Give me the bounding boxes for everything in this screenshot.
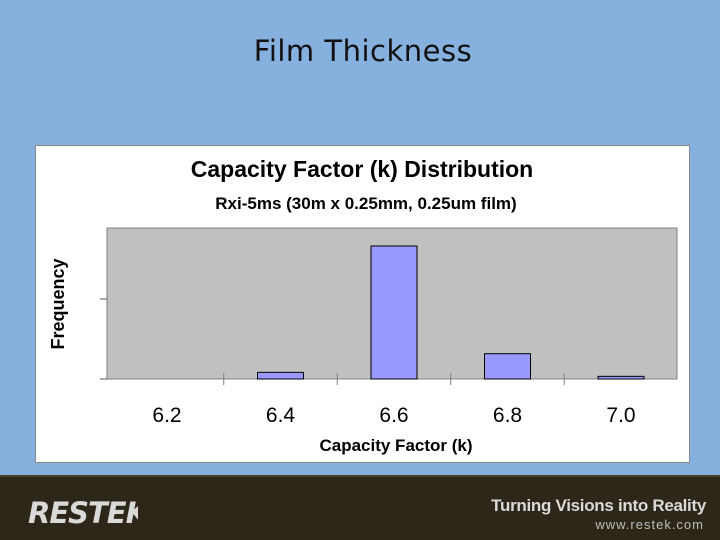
restek-logo: RESTEK <box>28 497 138 527</box>
bar-7.0 <box>597 375 645 380</box>
bar-6.6 <box>370 245 418 380</box>
chart-subtitle: Rxi-5ms (30m x 0.25mm, 0.25um film) <box>215 194 516 213</box>
footer-url: www.restek.com <box>595 517 704 532</box>
x-tick-label: 7.0 <box>606 404 635 427</box>
footer-divider <box>0 475 720 477</box>
bar-6.4 <box>257 371 304 380</box>
x-tick-label: 6.8 <box>493 404 522 427</box>
chart-title: Capacity Factor (k) Distribution <box>191 156 533 182</box>
y-axis-label: Frequency <box>48 258 68 349</box>
svg-text:RESTEK: RESTEK <box>28 497 138 527</box>
chart-panel: Capacity Factor (k) Distribution Rxi-5ms… <box>35 145 690 463</box>
footer-bar: RESTEK Turning Visions into Reality www.… <box>0 475 720 540</box>
x-tick-label: 6.4 <box>266 404 296 427</box>
chart-svg: Capacity Factor (k) Distribution Rxi-5ms… <box>48 156 678 455</box>
x-axis-label: Capacity Factor (k) <box>319 436 472 455</box>
x-tick-label: 6.6 <box>379 404 408 427</box>
bar-6.8 <box>484 353 531 380</box>
x-tick-label: 6.2 <box>152 404 181 427</box>
footer-tagline: Turning Visions into Reality <box>491 496 706 515</box>
slide-title: Film Thickness <box>253 34 473 68</box>
